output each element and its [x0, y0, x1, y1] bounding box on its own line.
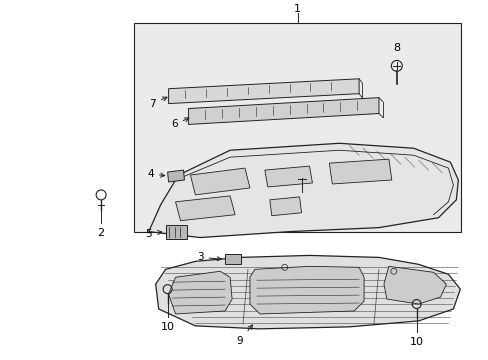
Polygon shape: [249, 266, 364, 314]
Polygon shape: [175, 196, 235, 221]
Polygon shape: [188, 98, 378, 125]
Text: 5: 5: [145, 229, 162, 239]
Text: 7: 7: [149, 97, 167, 109]
Text: 6: 6: [171, 118, 188, 130]
Polygon shape: [190, 168, 249, 195]
Bar: [134, 23, 460, 231]
Polygon shape: [148, 143, 457, 238]
Text: 4: 4: [147, 169, 164, 179]
Text: 9: 9: [236, 325, 252, 346]
Text: 3: 3: [197, 252, 221, 262]
Bar: [224, 255, 241, 264]
Text: 2: 2: [97, 228, 104, 238]
Text: 1: 1: [293, 4, 301, 14]
Polygon shape: [168, 79, 358, 104]
Bar: [165, 225, 187, 239]
Polygon shape: [383, 266, 446, 304]
Polygon shape: [167, 170, 184, 182]
Polygon shape: [328, 159, 391, 184]
Polygon shape: [269, 197, 301, 216]
Text: 8: 8: [392, 43, 400, 53]
Text: 10: 10: [160, 322, 174, 332]
Polygon shape: [264, 166, 312, 187]
Polygon shape: [168, 271, 232, 314]
Polygon shape: [155, 255, 459, 329]
Text: 10: 10: [409, 337, 423, 347]
